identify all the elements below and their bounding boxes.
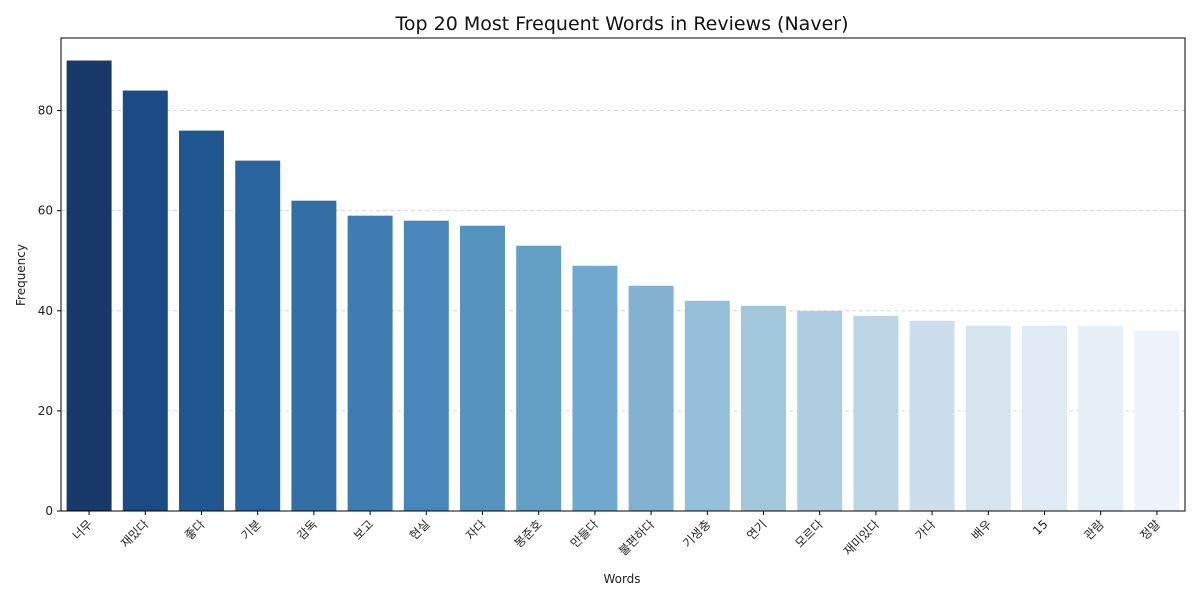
y-tick-label: 60: [38, 204, 53, 218]
plot-frame: [60, 37, 1186, 512]
bar: [66, 60, 112, 512]
x-tick-label: 기분: [238, 517, 264, 543]
x-tick-label: 모르다: [792, 517, 825, 550]
y-tick-label: 40: [38, 304, 53, 318]
bar: [122, 90, 168, 512]
x-tick-label: 만들다: [568, 517, 601, 550]
bar: [403, 220, 449, 511]
x-tick-label: 좋다: [182, 517, 208, 543]
x-tick-label: 연기: [744, 517, 770, 543]
bar: [1078, 325, 1124, 511]
x-tick-label: 불편하다: [616, 517, 657, 558]
x-tick-label: 가다: [913, 517, 939, 543]
bar: [853, 315, 899, 511]
bar: [1022, 325, 1067, 511]
bar: [628, 285, 674, 511]
x-tick-label: 정말: [1137, 517, 1163, 543]
grid-layer: [61, 110, 1185, 412]
x-ticks: 너무 재밌다 좋다 기분 감독 보고 현실 자다 봉준호 만들다 불편하다 기생충 연기 모르다 재미있다 가…: [70, 511, 1163, 558]
bar: [179, 130, 224, 511]
x-tick-label: 기생충: [680, 517, 713, 550]
y-tick-label: 0: [45, 504, 53, 518]
chart-title: Top 20 Most Frequent Words in Reviews (N…: [395, 13, 849, 35]
y-tick-label: 20: [38, 404, 53, 418]
x-tick-label: 현실: [407, 517, 433, 543]
x-tick-label: 15: [1030, 517, 1051, 538]
x-tick-label: 배우: [969, 517, 995, 543]
y-ticks: 0 20 40 60 80: [38, 104, 61, 518]
y-tick-label: 80: [38, 104, 53, 118]
bars-layer: [66, 60, 1180, 512]
x-tick-label: 재밌다: [118, 517, 151, 550]
x-tick-label: 재미있다: [841, 517, 882, 558]
bar: [965, 325, 1011, 511]
bar: [235, 160, 281, 511]
bar: [516, 245, 562, 511]
y-axis-label: Frequency: [14, 244, 28, 306]
bar: [684, 300, 730, 511]
bar: [741, 305, 786, 511]
x-tick-label: 자다: [463, 517, 489, 543]
bar: [460, 225, 505, 511]
x-tick-label: 너무: [70, 517, 96, 543]
bar: [291, 200, 337, 512]
bar: [797, 310, 843, 511]
x-tick-label: 감독: [294, 517, 320, 543]
bar: [347, 215, 393, 511]
bar: [572, 265, 618, 511]
bar: [1134, 330, 1180, 511]
x-axis-label: Words: [603, 572, 640, 586]
x-tick-label: 관람: [1081, 517, 1107, 543]
bar: [909, 320, 955, 511]
x-tick-label: 보고: [351, 517, 377, 543]
x-tick-label: 봉준호: [511, 517, 544, 550]
